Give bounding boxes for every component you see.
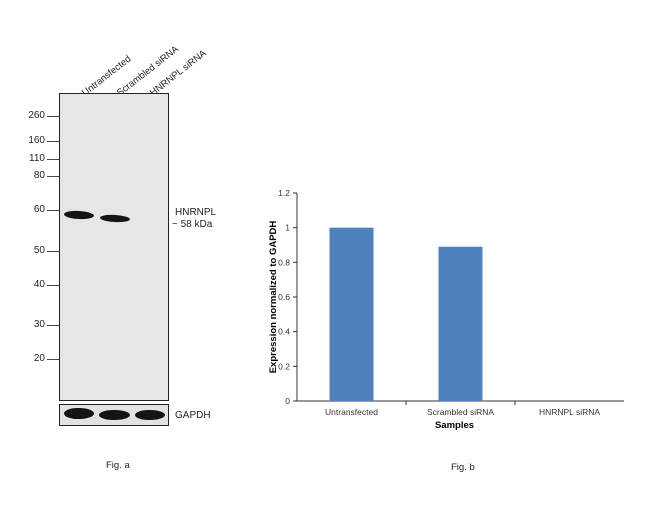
figure-caption-b: Fig. b <box>451 462 475 473</box>
marker-160: 160 <box>28 135 45 146</box>
x-axis-tick-labels: Untransfected Scrambled siRNA HNRNPL siRNA <box>325 401 600 417</box>
x-tick-label: Untransfected <box>325 407 378 417</box>
band-gapdh-hnrnpl-sirna <box>135 410 165 420</box>
bar-scrambled-sirna <box>438 246 483 401</box>
blot-membrane-gapdh <box>59 404 169 426</box>
figure-caption-a: Fig. a <box>106 460 130 471</box>
y-tick-label: 0.2 <box>278 361 290 371</box>
band-gapdh-untransfected <box>64 408 94 419</box>
target-size: ~ 58 kDa <box>172 219 213 230</box>
marker-tick <box>47 116 59 117</box>
marker-40: 40 <box>33 279 45 290</box>
marker-50: 50 <box>33 245 45 256</box>
loading-control-label: GAPDH <box>175 410 211 421</box>
bar-untransfected <box>329 227 374 401</box>
marker-260: 260 <box>28 110 45 121</box>
band-gapdh-scrambled <box>99 410 130 420</box>
y-tick-label: 0 <box>285 396 290 406</box>
marker-30: 30 <box>33 319 45 330</box>
marker-110: 110 <box>29 153 45 164</box>
marker-tick <box>47 359 59 360</box>
y-tick-label: 0.6 <box>278 292 290 302</box>
marker-tick <box>47 159 59 160</box>
marker-tick <box>47 285 59 286</box>
marker-tick <box>47 210 59 211</box>
marker-60: 60 <box>33 204 45 215</box>
marker-tick <box>47 325 59 326</box>
blot-membrane-hnrnpl <box>59 93 169 401</box>
marker-80: 80 <box>33 170 45 181</box>
y-tick-label: 0.8 <box>278 257 290 267</box>
x-tick-label: HNRNPL siRNA <box>539 407 600 417</box>
marker-20: 20 <box>33 353 45 364</box>
y-tick-label: 1 <box>285 223 290 233</box>
y-tick-label: 0.4 <box>278 327 290 337</box>
x-axis-title: Samples <box>435 420 474 431</box>
marker-tick <box>47 251 59 252</box>
target-label: HNRNPL <box>175 207 217 218</box>
bars-group <box>329 227 483 401</box>
y-axis-ticks: 0 0.2 0.4 0.6 0.8 1 1.2 <box>278 188 297 406</box>
y-axis-title: Expression normalized to GAPDH <box>268 221 279 374</box>
marker-tick <box>47 141 59 142</box>
marker-tick <box>47 176 59 177</box>
y-tick-label: 1.2 <box>278 188 290 198</box>
x-tick-label: Scrambled siRNA <box>427 407 494 417</box>
